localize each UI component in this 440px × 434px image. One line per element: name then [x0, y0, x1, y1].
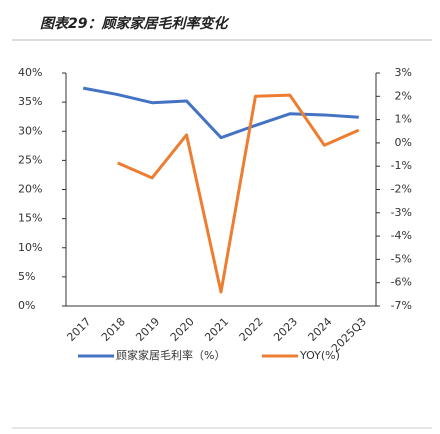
y2-tick-label: -1% [391, 159, 412, 172]
y2-tick-label: 0% [395, 136, 412, 149]
y-tick-label: 25% [18, 153, 42, 166]
y2-tick-label: -7% [391, 299, 412, 312]
y-tick-label: 35% [18, 95, 42, 108]
y-tick-label: 15% [18, 212, 42, 225]
y2-tick-label: 2% [395, 89, 412, 102]
x-tick-label: 2019 [133, 315, 162, 344]
series-line [82, 86, 359, 140]
y-tick-label: 40% [18, 66, 42, 79]
y2-tick-label: 1% [395, 113, 412, 126]
y-tick-label: 10% [18, 241, 42, 254]
y2-tick-label: -5% [391, 252, 412, 265]
x-tick-label: 2022 [237, 315, 266, 344]
x-tick-label: 2020 [168, 315, 197, 344]
x-tick-label: 2023 [271, 315, 300, 344]
x-tick-label: 2018 [99, 315, 128, 344]
y2-tick-label: -6% [391, 276, 412, 289]
y-tick-label: 0% [18, 299, 35, 312]
legend-label: 顾家家居毛利率（%） [116, 348, 225, 362]
x-tick-label: 2017 [64, 315, 93, 344]
y2-tick-label: -2% [391, 183, 412, 196]
y-tick-label: 30% [18, 124, 42, 137]
y2-tick-label: 3% [395, 66, 412, 79]
legend-label: YOY(%) [299, 349, 340, 362]
x-tick-label: 2024 [306, 315, 335, 344]
y-tick-label: 5% [18, 270, 35, 283]
series-line [117, 93, 360, 294]
y2-tick-label: -3% [391, 206, 412, 219]
chart-title: 图表29：顾家家居毛利率变化 [40, 15, 229, 32]
x-tick-label: 2021 [202, 315, 231, 344]
y2-tick-label: -4% [391, 229, 412, 242]
y-tick-label: 20% [18, 183, 42, 196]
